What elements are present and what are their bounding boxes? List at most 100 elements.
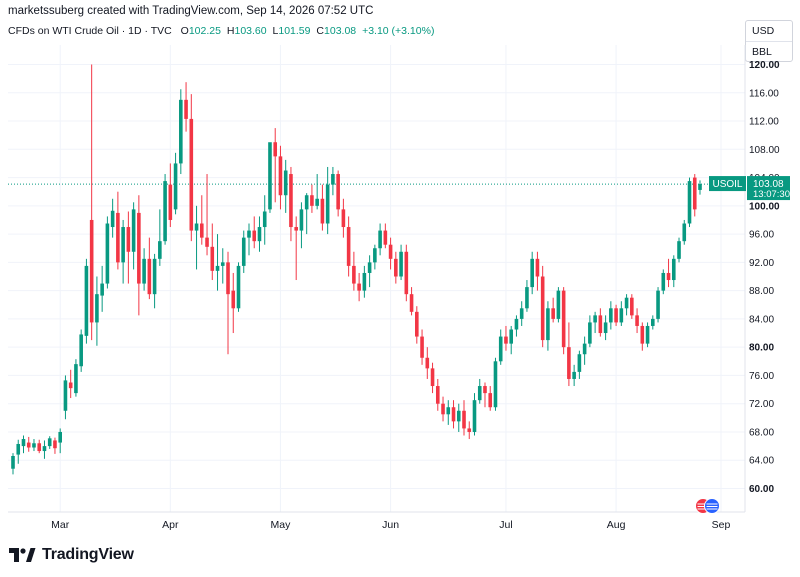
candle-body <box>95 294 99 323</box>
unit-label[interactable]: BBL <box>746 41 792 62</box>
time-axis[interactable]: Mar Apr May Jun Jul Aug Sep <box>51 519 730 531</box>
x-tick-label: Sep <box>712 519 731 531</box>
candle <box>289 166 293 242</box>
candle <box>451 400 456 429</box>
candle <box>656 287 660 323</box>
candle-body <box>430 368 435 387</box>
candle-body <box>53 440 57 449</box>
candle <box>294 216 298 281</box>
candle-body <box>373 248 377 263</box>
flags-icon[interactable] <box>695 498 720 514</box>
candle-body <box>304 195 309 210</box>
candle-body <box>645 325 650 344</box>
candle <box>121 219 125 284</box>
candle <box>593 311 597 334</box>
candle-body <box>404 251 409 295</box>
candle-body <box>294 227 298 231</box>
candle-body <box>456 410 461 422</box>
candle-body <box>273 142 278 157</box>
currency-unit-selector[interactable]: USD BBL <box>745 20 793 62</box>
candle <box>168 163 173 228</box>
change-value: +3.10 (+3.10%) <box>362 25 435 37</box>
candle-body <box>451 407 456 422</box>
candle-body <box>346 227 351 266</box>
candle <box>63 375 68 420</box>
candle <box>609 301 613 330</box>
candle <box>556 287 561 323</box>
candle-body <box>147 258 152 295</box>
candle-body <box>572 371 576 379</box>
candle-body <box>247 230 251 238</box>
candle-body <box>89 219 94 323</box>
candle <box>619 301 624 326</box>
x-tick-label: Apr <box>162 519 179 531</box>
candle <box>567 322 571 387</box>
candle-body <box>666 272 671 281</box>
y-tick-label: 60.00 <box>749 484 774 495</box>
price-axis[interactable]: 120.00116.00112.00108.00104.00100.0096.0… <box>749 60 780 495</box>
tradingview-logo[interactable]: TradingView <box>8 546 134 564</box>
candle <box>262 195 267 245</box>
candle-body <box>609 308 613 323</box>
candle <box>687 177 692 228</box>
x-tick-label: Jun <box>382 519 399 531</box>
candle <box>415 306 419 344</box>
candle <box>352 251 356 291</box>
candle-body <box>561 290 566 348</box>
candle <box>299 202 304 249</box>
candle-body <box>110 210 115 228</box>
candle <box>614 304 618 326</box>
candle-body <box>325 184 330 224</box>
candle-body <box>63 380 68 411</box>
candle-body <box>446 407 451 415</box>
candle <box>357 272 361 302</box>
y-tick-label: 88.00 <box>749 286 774 297</box>
candle-body <box>158 241 162 259</box>
close-value: 103.08 <box>324 25 357 37</box>
y-tick-label: 64.00 <box>749 456 774 467</box>
candle-body <box>210 246 215 271</box>
currency-label[interactable]: USD <box>752 25 775 37</box>
candle <box>624 294 629 316</box>
candle <box>268 142 272 213</box>
candle <box>561 287 566 355</box>
candle-body <box>16 443 21 455</box>
candle <box>236 262 241 312</box>
candle <box>477 378 482 404</box>
candle-body <box>535 258 540 277</box>
candle-body <box>26 442 31 448</box>
candle <box>388 237 393 270</box>
candle-body <box>142 258 146 284</box>
candle <box>142 248 146 291</box>
candle-body <box>58 431 62 443</box>
candle-body <box>105 223 110 284</box>
candle <box>630 294 634 319</box>
x-tick-label: Aug <box>607 519 626 531</box>
candle-body <box>362 272 367 291</box>
candle <box>131 202 136 270</box>
candle <box>651 315 655 330</box>
candle-body <box>635 315 639 326</box>
candle-body <box>388 244 393 259</box>
candle-body <box>498 336 503 362</box>
y-tick-label: 68.00 <box>749 427 774 438</box>
candle-body <box>152 258 157 295</box>
candle-body <box>116 212 120 263</box>
candle <box>32 439 36 452</box>
candle-body <box>310 195 314 206</box>
candles <box>11 64 702 475</box>
price-tag-countdown: 13:07:30 <box>753 189 790 200</box>
candle <box>320 184 325 231</box>
candle <box>231 272 236 334</box>
candle <box>147 237 152 300</box>
candle-body <box>241 237 246 266</box>
y-tick-label: 96.00 <box>749 230 774 241</box>
candle <box>603 315 608 341</box>
candle-body <box>236 265 241 309</box>
candle-body <box>477 386 482 401</box>
candle-body <box>582 343 587 355</box>
candle <box>252 216 257 249</box>
candle-body <box>84 265 89 336</box>
y-tick-label: 112.00 <box>749 117 779 128</box>
